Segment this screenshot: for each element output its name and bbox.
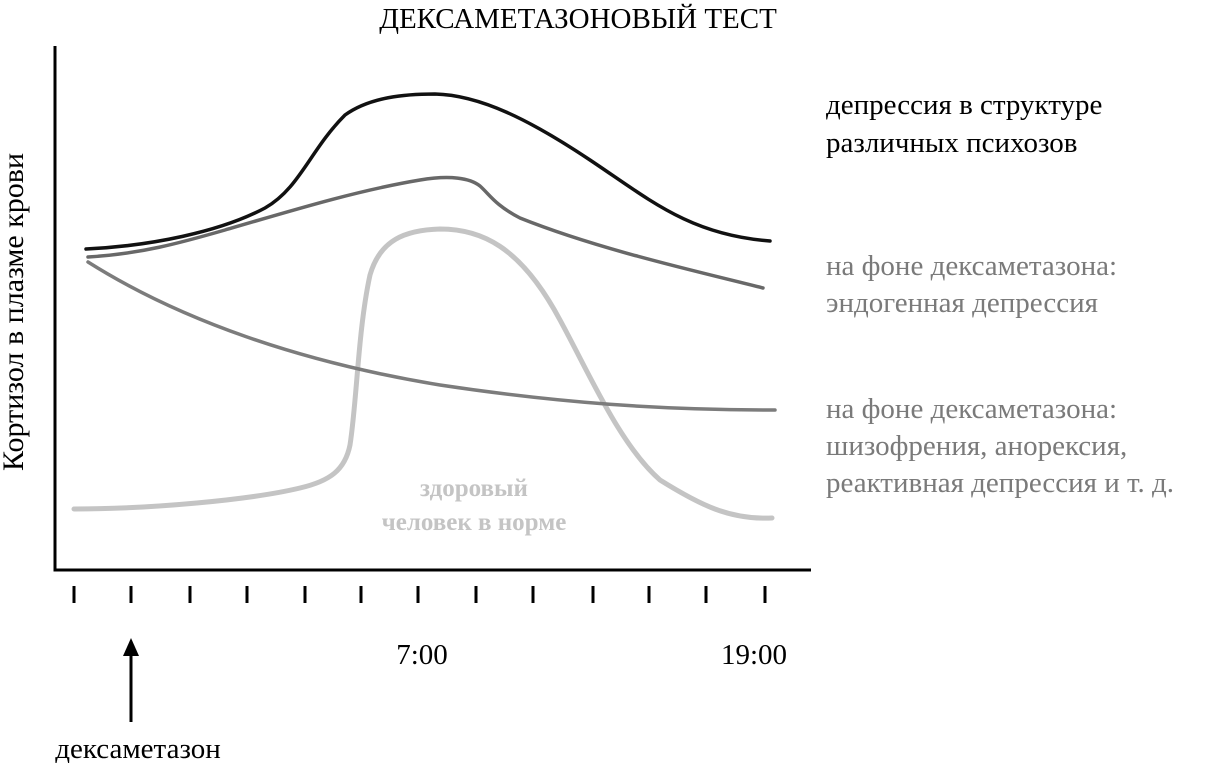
- dexamethasone-label: дексаметазон: [55, 733, 221, 763]
- healthy-label-line-1: здоровый: [420, 475, 528, 502]
- legend-depression-psychoses-line-1: депрессия в структуре: [826, 89, 1102, 121]
- y-axis-label: Кортизол в плазме крови: [0, 153, 30, 471]
- x-tick-label-19-00: 19:00: [721, 639, 787, 671]
- legend-depression-psychoses: депрессия в структуре различных психозов: [826, 89, 1102, 159]
- chart-title: ДЕКСАМЕТАЗОНОВЫЙ ТЕСТ: [379, 3, 777, 35]
- axes: [53, 46, 811, 572]
- x-axis-ticks: [72, 586, 767, 603]
- dexamethasone-annotation: дексаметазон: [55, 638, 221, 763]
- series-lines: [71, 92, 777, 521]
- legend-depression-psychoses-line-2: различных психозов: [826, 127, 1077, 159]
- series-line-schizophrenia-etc: [86, 260, 777, 412]
- legend-endogenous-depression-line-1: на фоне дексаметазона:: [826, 250, 1117, 282]
- legend-schizophrenia-etc-line-1: на фоне дексаметазона:: [826, 393, 1117, 425]
- healthy-label-line-2: человек в норме: [382, 509, 567, 536]
- healthy-label: здоровый человек в норме: [382, 475, 567, 536]
- legend-schizophrenia-etc: на фоне дексаметазона: шизофрения, аноре…: [826, 393, 1174, 499]
- legend-endogenous-depression: на фоне дексаметазона: эндогенная депрес…: [826, 250, 1117, 319]
- series-line-endogenous-depression: [86, 175, 765, 290]
- series-line-healthy: [71, 226, 775, 521]
- series-line-depression-psychoses: [84, 92, 772, 251]
- legend-schizophrenia-etc-line-2: шизофрения, анорексия,: [826, 430, 1127, 462]
- legend-endogenous-depression-line-2: эндогенная депрессия: [826, 287, 1098, 319]
- x-tick-label-7-00: 7:00: [396, 639, 448, 671]
- dexamethasone-arrow-head: [123, 638, 139, 656]
- legend-schizophrenia-etc-line-3: реактивная депрессия и т. д.: [826, 467, 1174, 499]
